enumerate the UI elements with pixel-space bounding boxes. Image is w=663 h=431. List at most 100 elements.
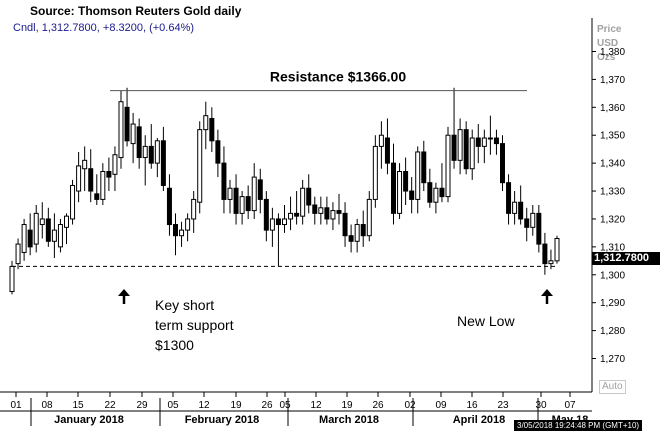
last-price-marker: 1,312.7800 (592, 252, 660, 265)
candle-body (94, 193, 100, 200)
candle-body (15, 243, 21, 265)
candle (64, 213, 69, 245)
candle-body (142, 145, 148, 159)
candle-body (500, 143, 505, 184)
candle-body (518, 201, 524, 220)
candle (245, 185, 251, 219)
candle (112, 146, 118, 192)
candle-body (342, 212, 348, 237)
y-tick-label: 1,360 (600, 103, 625, 114)
candle-body (239, 196, 245, 214)
candle (57, 218, 63, 253)
x-tick-label: 12 (198, 400, 210, 411)
candle-body (348, 235, 354, 242)
candle-body (57, 224, 63, 248)
candle-body (415, 151, 421, 200)
candle (106, 157, 112, 192)
candle-body (166, 187, 172, 226)
candle-body (542, 243, 548, 265)
candle-body (451, 134, 457, 161)
candle (251, 163, 257, 219)
candle (166, 174, 172, 236)
candle-body (130, 123, 136, 145)
x-axis: 01 08 15 22 29 05 12 19 26 05 12 19 26 02 09 16 23 30 07 Ja… (10, 392, 588, 426)
candle (530, 205, 536, 236)
candle-body (197, 129, 203, 203)
candle-body (421, 151, 427, 184)
candle-body (39, 218, 45, 226)
x-tick-label: 19 (341, 400, 353, 411)
candle (82, 146, 88, 192)
candle-body (330, 210, 336, 220)
candle (257, 168, 263, 214)
candle-body (427, 182, 433, 203)
candle-body (294, 212, 300, 217)
x-tick-label: 05 (279, 400, 291, 411)
candle (300, 179, 306, 225)
auto-scale-button[interactable]: Auto (599, 380, 626, 394)
candle (421, 140, 427, 192)
candle-body (378, 134, 384, 147)
candle (336, 193, 342, 225)
candle (391, 143, 396, 225)
instrument-price-label: Cndl, 1,312.7800, (13, 22, 103, 34)
x-tick-label: 22 (104, 400, 116, 411)
candle (439, 163, 445, 203)
candle-body (82, 159, 88, 170)
candle-body (185, 218, 191, 231)
candle-body (391, 162, 396, 214)
candle-body (173, 224, 178, 237)
support-label-line3: $1300 (155, 337, 194, 353)
x-tick-label: 19 (230, 400, 242, 411)
candle-body (397, 171, 403, 214)
x-tick-label: 26 (261, 400, 273, 411)
candle-body (45, 218, 51, 242)
candle-body (372, 145, 378, 200)
candle-body (269, 218, 275, 231)
candle (70, 179, 76, 225)
candle-body (160, 140, 166, 186)
candle (378, 121, 384, 169)
x-tick-label: 30 (535, 400, 547, 411)
y-tick-label: 1,370 (600, 75, 625, 86)
support-arrow-icon (118, 289, 130, 304)
candle (306, 174, 312, 214)
x-tick-label: 09 (435, 400, 447, 411)
candle-body (215, 140, 221, 164)
candle (524, 207, 530, 242)
candle (45, 207, 51, 247)
x-tick-label: 02 (404, 400, 416, 411)
y-axis-title-price: Price (597, 24, 622, 35)
candle (288, 196, 294, 231)
candle (9, 260, 15, 295)
candle (136, 118, 142, 169)
candle (191, 191, 197, 233)
candle (27, 213, 33, 256)
y-tick-label: 1,300 (600, 270, 625, 281)
candle-body (51, 229, 57, 242)
support-label-line2: term support (155, 317, 234, 333)
candle (415, 146, 421, 214)
candle-body (191, 198, 197, 220)
candle (324, 196, 330, 225)
y-tick-label: 1,320 (600, 214, 625, 225)
candle (342, 202, 348, 247)
candle-body (282, 218, 287, 226)
candle (239, 191, 245, 225)
y-tick-label: 1,290 (600, 298, 625, 309)
candle-body (463, 129, 469, 170)
y-tick-label: 1,380 (600, 47, 625, 58)
candle (263, 191, 269, 242)
candle-body (312, 204, 318, 214)
candle-body (384, 137, 390, 164)
candle (33, 205, 39, 253)
candle (548, 249, 554, 270)
candle (173, 213, 178, 256)
candle (445, 126, 451, 203)
candle-body (245, 196, 251, 212)
candle (282, 205, 287, 233)
candle-body (475, 137, 481, 147)
x-tick-label: 05 (167, 400, 179, 411)
candle (197, 121, 203, 214)
